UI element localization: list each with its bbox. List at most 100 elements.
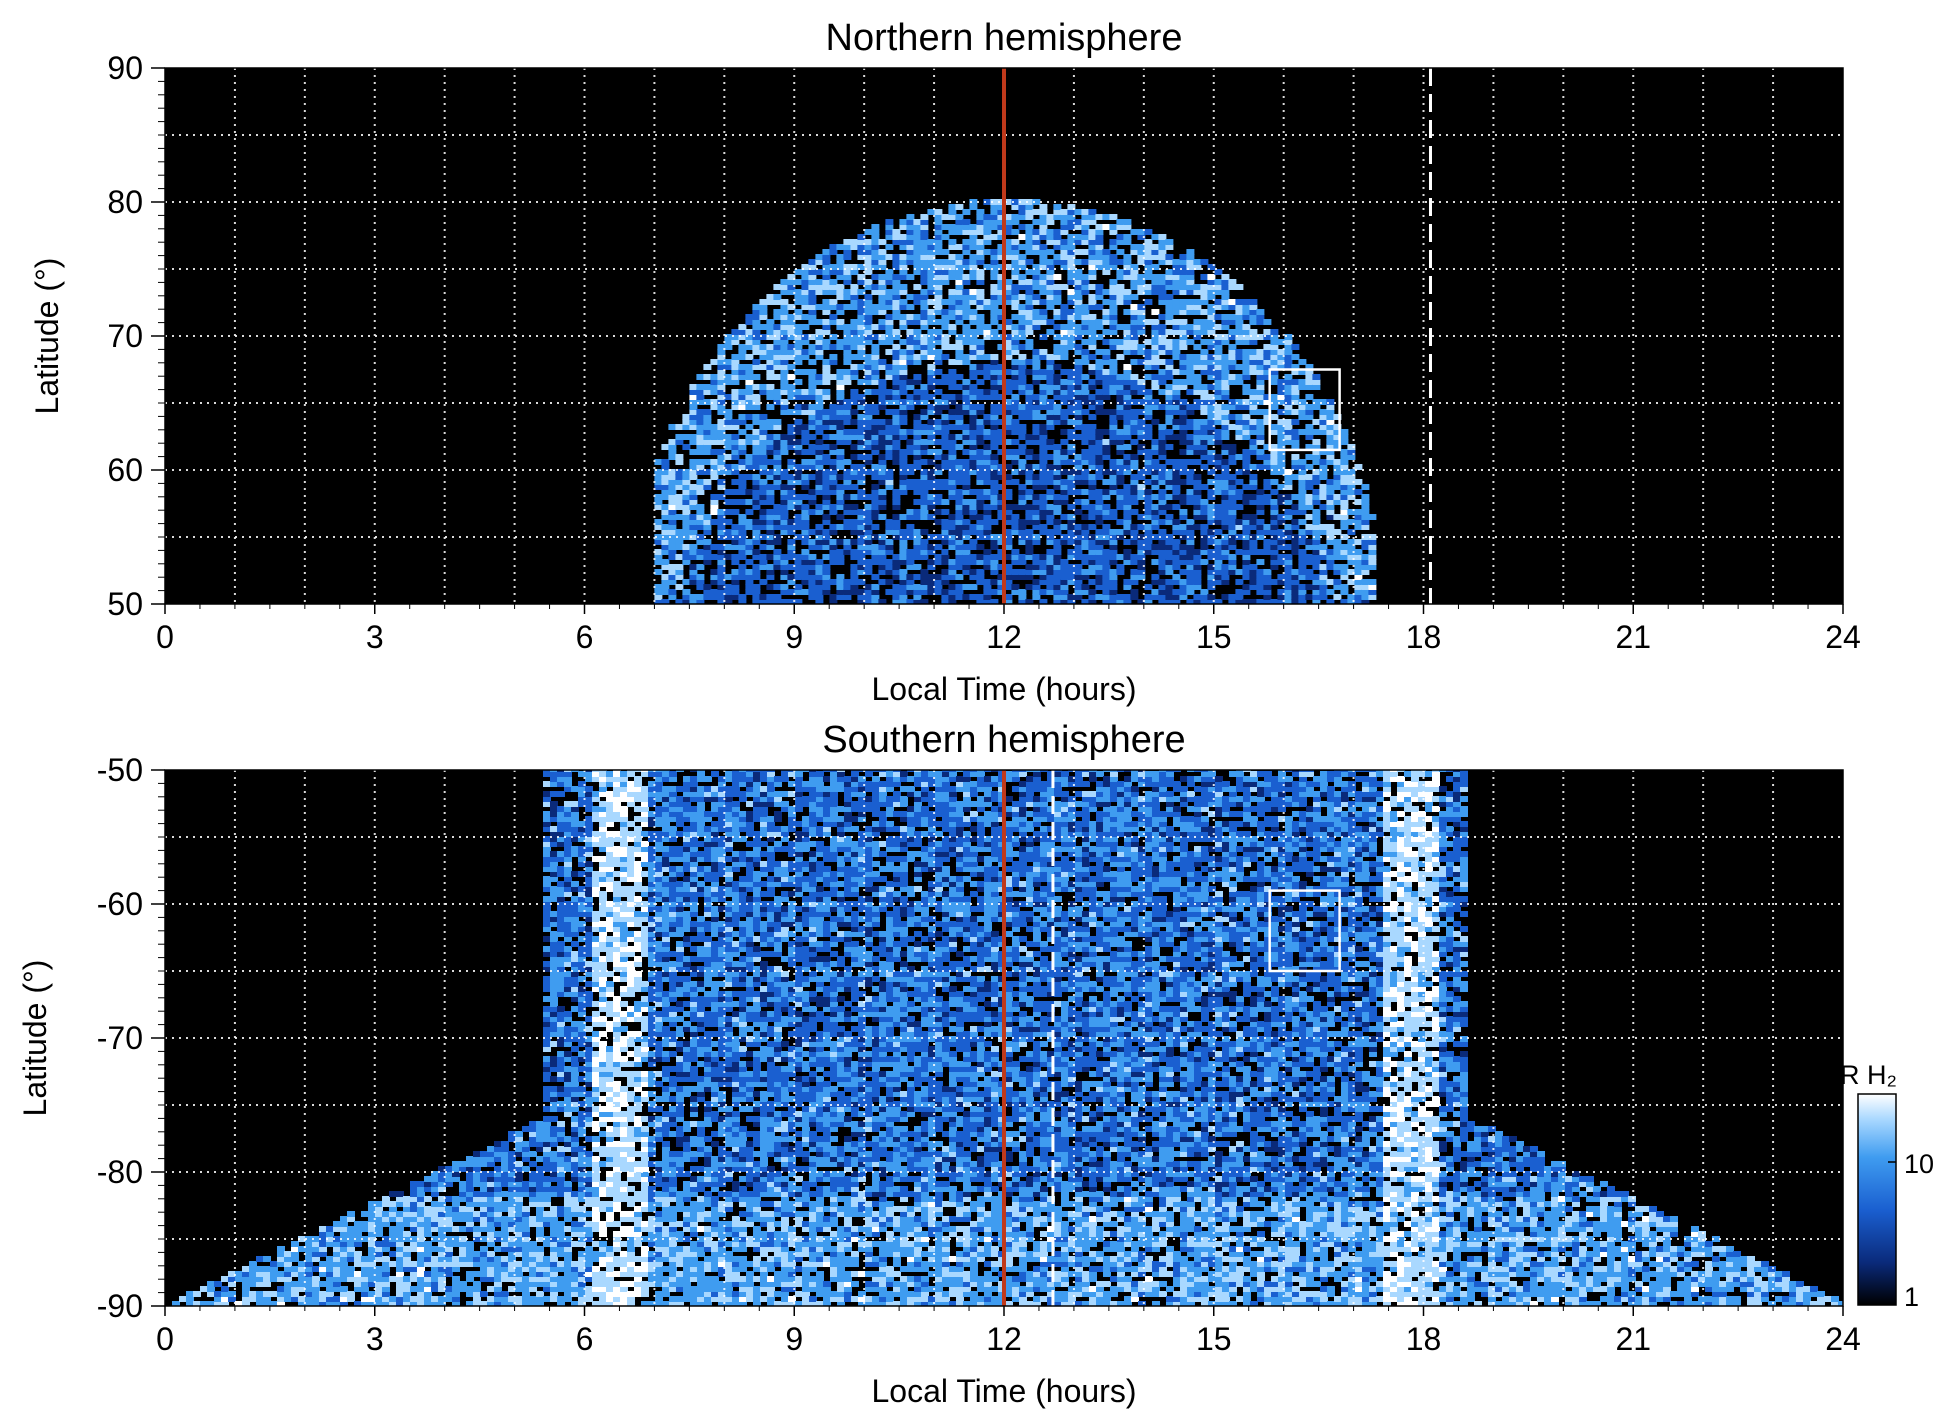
emission-cell <box>885 549 894 555</box>
emission-cell <box>1235 494 1244 500</box>
emission-cell <box>850 519 859 525</box>
emission-cell <box>717 354 726 360</box>
emission-cell <box>976 449 985 455</box>
emission-cell <box>829 354 838 360</box>
emission-cell <box>1025 554 1034 560</box>
emission-cell <box>1011 324 1020 330</box>
emission-cell <box>1102 439 1111 445</box>
emission-cell <box>1284 499 1293 505</box>
emission-cell <box>1060 514 1069 520</box>
emission-cell <box>976 244 985 250</box>
emission-cell <box>731 339 740 345</box>
emission-cell <box>787 554 796 560</box>
emission-cell <box>990 464 999 470</box>
emission-cell <box>857 559 866 565</box>
emission-cell <box>1095 234 1104 240</box>
emission-cell <box>1060 419 1069 425</box>
emission-cell <box>1200 499 1209 505</box>
emission-cell <box>878 249 887 255</box>
emission-cell <box>1305 464 1314 470</box>
emission-cell <box>710 569 719 575</box>
emission-cell <box>752 394 761 400</box>
emission-cell <box>759 494 768 500</box>
emission-cell <box>948 559 957 565</box>
emission-cell <box>815 289 824 295</box>
emission-cell <box>745 589 754 595</box>
emission-cell <box>1018 264 1027 270</box>
emission-cell <box>1340 514 1349 520</box>
emission-cell <box>913 339 922 345</box>
emission-cell <box>1326 444 1335 450</box>
emission-cell <box>1165 399 1174 405</box>
emission-cell <box>689 494 698 500</box>
emission-cell <box>927 494 936 500</box>
emission-cell <box>1088 444 1097 450</box>
emission-cell <box>724 489 733 495</box>
emission-cell <box>1102 574 1111 580</box>
emission-cell <box>1088 334 1097 340</box>
emission-cell <box>773 584 782 590</box>
emission-cell <box>1046 519 1055 525</box>
emission-cell <box>1102 429 1111 435</box>
emission-cell <box>1207 519 1216 525</box>
emission-cell <box>927 534 936 540</box>
emission-cell <box>1361 494 1370 500</box>
emission-cell <box>815 409 824 415</box>
emission-cell <box>766 359 775 365</box>
emission-cell <box>1109 294 1118 300</box>
emission-cell <box>990 379 999 385</box>
emission-cell <box>1144 489 1153 495</box>
emission-cell <box>780 284 789 290</box>
emission-cell <box>752 449 761 455</box>
emission-cell <box>1011 254 1020 260</box>
emission-cell <box>857 564 866 570</box>
emission-cell <box>1228 329 1237 335</box>
emission-cell <box>920 339 929 345</box>
emission-cell <box>1095 544 1104 550</box>
emission-cell <box>731 439 740 445</box>
emission-cell <box>983 554 992 560</box>
emission-cell <box>689 459 698 465</box>
emission-cell <box>1193 319 1202 325</box>
emission-cell <box>983 589 992 595</box>
emission-cell <box>969 469 978 475</box>
emission-cell <box>1130 339 1139 345</box>
emission-cell <box>850 579 859 585</box>
emission-cell <box>1011 399 1020 405</box>
emission-cell <box>1137 559 1146 565</box>
emission-cell <box>1095 489 1104 495</box>
emission-cell <box>871 549 880 555</box>
emission-cell <box>207 1286 215 1292</box>
emission-cell <box>836 394 845 400</box>
emission-cell <box>801 459 810 465</box>
emission-cell <box>885 579 894 585</box>
emission-cell <box>962 439 971 445</box>
emission-cell <box>1326 559 1335 565</box>
emission-cell <box>1319 414 1328 420</box>
emission-cell <box>1046 329 1055 335</box>
emission-cell <box>1165 519 1174 525</box>
emission-cell <box>969 329 978 335</box>
emission-cell <box>682 544 691 550</box>
emission-cell <box>1305 364 1314 370</box>
emission-cell <box>1256 394 1265 400</box>
emission-cell <box>948 479 957 485</box>
emission-cell <box>1158 284 1167 290</box>
emission-cell <box>829 404 838 410</box>
emission-cell <box>969 419 978 425</box>
emission-cell <box>892 254 901 260</box>
emission-cell <box>745 374 754 380</box>
emission-cell <box>1207 564 1216 570</box>
emission-cell <box>934 499 943 505</box>
emission-cell <box>878 299 887 305</box>
emission-cell <box>1221 474 1230 480</box>
emission-cell <box>668 579 677 585</box>
emission-cell <box>1361 504 1370 510</box>
emission-cell <box>221 1301 229 1306</box>
emission-cell <box>850 454 859 460</box>
emission-cell <box>1172 589 1181 595</box>
emission-cell <box>1368 534 1377 540</box>
emission-cell <box>738 349 747 355</box>
emission-cell <box>759 509 768 515</box>
emission-cell <box>1053 579 1062 585</box>
